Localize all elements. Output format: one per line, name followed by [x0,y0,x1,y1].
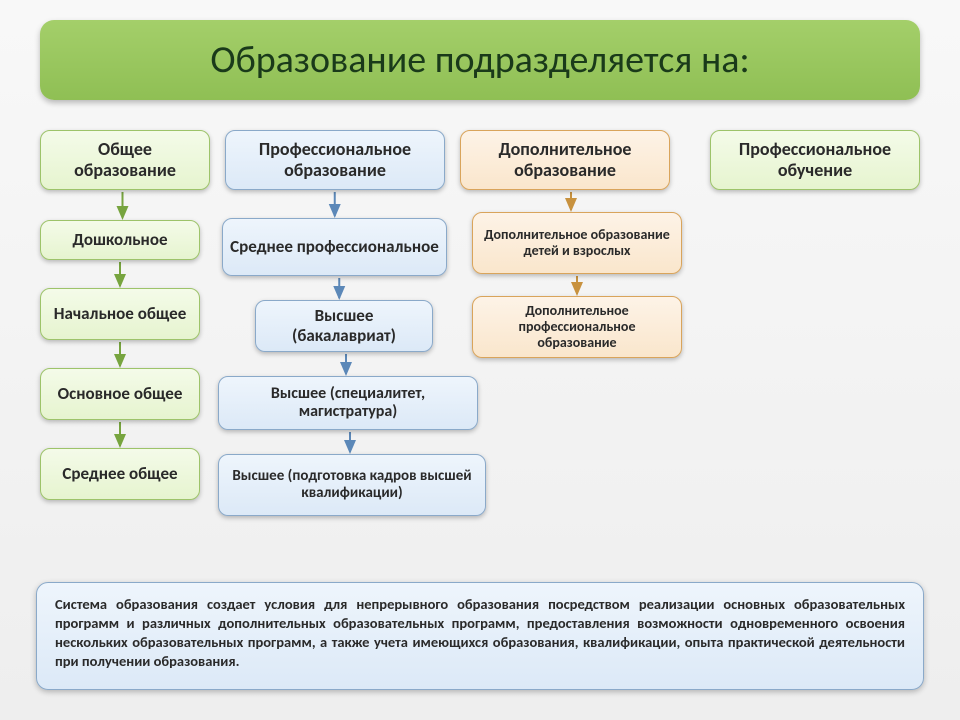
node-p4: Высшее (подготовка кадров высшей квалифи… [218,454,486,516]
node-g4: Среднее общее [40,448,200,500]
node-d2: Дополнительное профессиональное образова… [472,296,682,358]
node-g3: Основное общее [40,368,200,420]
node-prof: Профессиональное образование [225,130,445,190]
node-obuch: Профессиональное обучение [710,130,920,190]
page-title: Образование подразделяется на: [210,37,749,83]
node-p3: Высшее (специалитет, магистратура) [218,376,478,430]
footer-text: Система образования создает условия для … [55,595,905,670]
node-dop: Дополнительное образование [460,130,670,190]
node-gen: Общее образование [40,130,210,190]
title-banner: Образование подразделяется на: [40,20,920,100]
node-d1: Дополнительное образование детей и взрос… [472,212,682,274]
node-p1: Среднее профессиональное [222,218,447,276]
node-g2: Начальное общее [40,288,200,340]
node-p2: Высшее (бакалавриат) [255,300,433,352]
footer-note: Система образования создает условия для … [36,582,924,690]
node-g1: Дошкольное [40,220,200,260]
